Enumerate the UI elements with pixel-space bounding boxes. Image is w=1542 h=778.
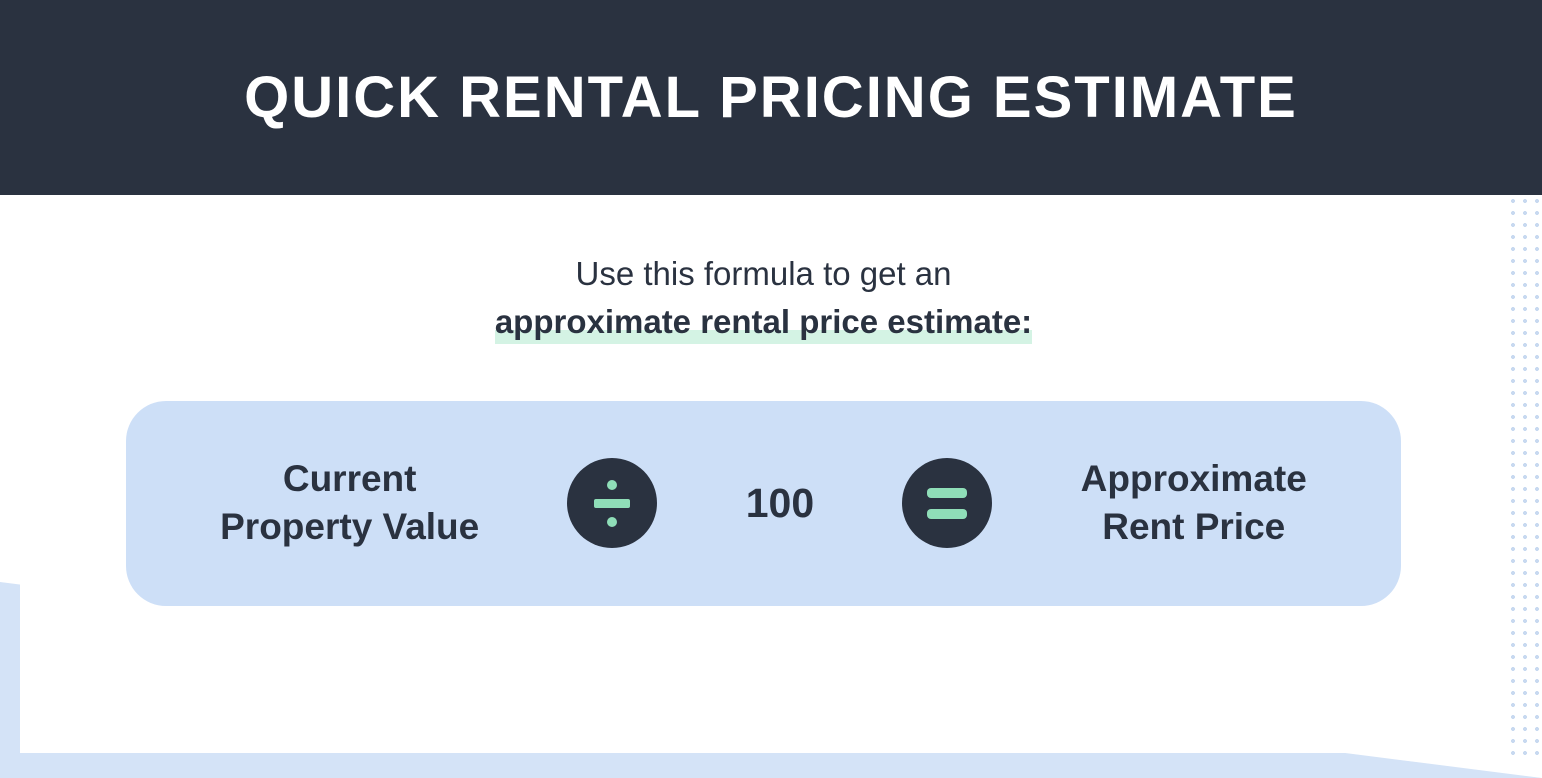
- operand1-line2: Property Value: [220, 503, 479, 551]
- divide-icon: [567, 458, 657, 548]
- subtitle: Use this formula to get an approximate r…: [495, 250, 1032, 346]
- equals-bar-bottom: [927, 509, 967, 519]
- infographic-container: QUICK RENTAL PRICING ESTIMATE Use this f…: [0, 0, 1542, 778]
- divide-bar: [594, 499, 630, 508]
- result-line2: Rent Price: [1081, 503, 1307, 551]
- divide-dot-bottom: [607, 517, 617, 527]
- formula-box: Current Property Value 100 Approximate R…: [126, 401, 1401, 606]
- divide-dot-top: [607, 480, 617, 490]
- header-banner: QUICK RENTAL PRICING ESTIMATE: [0, 0, 1542, 195]
- equals-bar-top: [927, 488, 967, 498]
- content-area: Use this formula to get an approximate r…: [20, 195, 1507, 753]
- dotted-pattern-decoration: [1507, 195, 1542, 755]
- result-line1: Approximate: [1081, 455, 1307, 503]
- formula-operand-property-value: Current Property Value: [220, 455, 479, 551]
- operand1-line1: Current: [220, 455, 479, 503]
- formula-result-rent-price: Approximate Rent Price: [1081, 455, 1307, 551]
- subtitle-line-1: Use this formula to get an: [495, 250, 1032, 298]
- page-title: QUICK RENTAL PRICING ESTIMATE: [244, 64, 1298, 131]
- formula-divisor: 100: [746, 480, 814, 527]
- equals-icon: [902, 458, 992, 548]
- subtitle-line-2: approximate rental price estimate:: [495, 298, 1032, 346]
